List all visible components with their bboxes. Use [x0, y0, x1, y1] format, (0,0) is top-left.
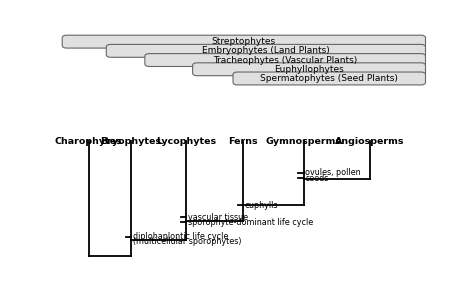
FancyBboxPatch shape — [62, 35, 426, 48]
Text: Lycophytes: Lycophytes — [156, 137, 216, 146]
Text: vascular tissue: vascular tissue — [188, 213, 248, 222]
Text: Euphyllophytes: Euphyllophytes — [274, 65, 344, 74]
Text: sporophyte-dominant life cycle: sporophyte-dominant life cycle — [188, 218, 313, 227]
Text: Angiosperms: Angiosperms — [335, 137, 404, 146]
Text: seeds: seeds — [305, 174, 329, 183]
Text: ovules, pollen: ovules, pollen — [305, 168, 361, 177]
FancyBboxPatch shape — [106, 44, 426, 57]
Text: Bryophytes: Bryophytes — [100, 137, 161, 146]
Text: Gymnosperms: Gymnosperms — [265, 137, 342, 146]
Text: Tracheophytes (Vascular Plants): Tracheophytes (Vascular Plants) — [213, 56, 357, 65]
Text: (multicellular sporophytes): (multicellular sporophytes) — [133, 237, 241, 246]
Text: Embryophytes (Land Plants): Embryophytes (Land Plants) — [202, 46, 330, 55]
Text: Spermatophytes (Seed Plants): Spermatophytes (Seed Plants) — [260, 74, 398, 83]
Text: diplohaplontic life cycle: diplohaplontic life cycle — [133, 232, 228, 241]
FancyBboxPatch shape — [233, 72, 426, 85]
Text: Charophytes: Charophytes — [55, 137, 122, 146]
Text: Ferns: Ferns — [228, 137, 258, 146]
Text: euphylls: euphylls — [245, 201, 278, 210]
FancyBboxPatch shape — [192, 63, 426, 76]
Text: Streptophytes: Streptophytes — [212, 37, 276, 46]
FancyBboxPatch shape — [145, 54, 426, 66]
